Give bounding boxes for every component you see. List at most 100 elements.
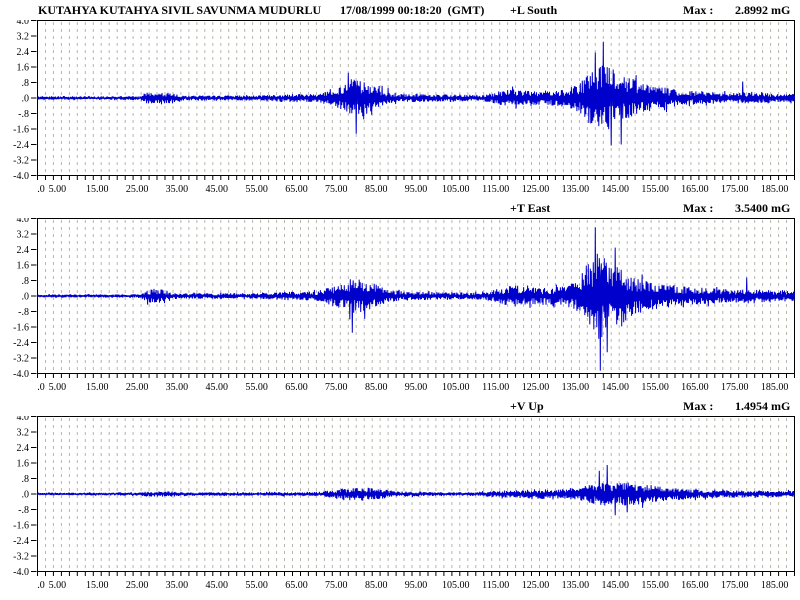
y-tick-label: -2.4 [13, 536, 29, 547]
y-tick-label: -4.0 [13, 567, 29, 578]
x-tick-label: 65.00 [285, 382, 308, 393]
x-origin-label: .0 [37, 382, 45, 393]
x-tick-label: 175.00 [721, 382, 749, 393]
x-tick-label: 15.00 [86, 580, 109, 591]
y-tick-label: -3.2 [13, 156, 29, 167]
panel-header: +V Up Max : 1.4954 mG [0, 396, 800, 414]
y-tick-label: 2.4 [17, 245, 30, 256]
seismogram-panel-v-up: +V Up Max : 1.4954 mG 4.0 3.2 2.4 1.6 .8 .0 -.… [0, 396, 800, 594]
x-tick-label: 145.00 [601, 382, 629, 393]
x-tick-label: 45.00 [206, 382, 229, 393]
x-tick-label: 135.00 [562, 580, 590, 591]
y-tick-label: 1.6 [17, 63, 30, 74]
x-tick-label: 155.00 [641, 184, 669, 195]
y-tick-label: -3.2 [13, 552, 29, 563]
channel-label: +V Up [510, 399, 544, 413]
x-tick-label: 65.00 [285, 580, 308, 591]
x-tick-label: 145.00 [601, 184, 629, 195]
x-tick-label: 75.00 [325, 382, 348, 393]
x-tick-label: 125.00 [522, 382, 550, 393]
y-tick-label: 3.2 [17, 32, 30, 43]
max-value: 2.8992 mG [735, 3, 791, 17]
x-tick-label: 85.00 [365, 382, 388, 393]
x-tick-label: 65.00 [285, 184, 308, 195]
y-tick-label: 3.2 [17, 428, 30, 439]
x-tick-label: 75.00 [325, 184, 348, 195]
panel-header: +T East Max : 3.5400 mG [0, 198, 800, 216]
y-tick-label: .8 [22, 78, 30, 89]
x-tick-label: 95.00 [405, 580, 428, 591]
x-tick-label: 45.00 [206, 184, 229, 195]
y-tick-label: 4.0 [17, 416, 30, 423]
x-tick-label: 115.00 [482, 184, 509, 195]
x-tick-label: 105.00 [442, 184, 470, 195]
y-tick-label: 1.6 [17, 261, 30, 272]
x-tick-label: 95.00 [405, 382, 428, 393]
x-tick-label: 85.00 [365, 184, 388, 195]
y-tick-label: -.8 [18, 307, 29, 318]
x-tick-label: 185.00 [761, 580, 789, 591]
y-tick-label: 1.6 [17, 459, 30, 470]
x-tick-label: 165.00 [681, 580, 709, 591]
waveform-plot-t-east: 4.0 3.2 2.4 1.6 .8 .0 -.8 -1.6 -2.4 -3.2 -4.0 .0 5.0… [13, 218, 795, 393]
seismic-trace [37, 41, 795, 146]
max-value: 1.4954 mG [735, 399, 791, 413]
x-tick-label: 135.00 [562, 184, 590, 195]
x-tick-label: 125.00 [522, 580, 550, 591]
x-tick-label: 165.00 [681, 382, 709, 393]
y-tick-label: .0 [22, 94, 30, 105]
channel-label: +T East [510, 201, 551, 215]
waveform-plot-l-south: 4.0 3.2 2.4 1.6 .8 .0 -.8 -1.6 -2.4 -3.2 -4.0 .0 5.0… [13, 20, 795, 195]
x-tick-label: 5.00 [49, 580, 67, 591]
record-datetime: 17/08/1999 00:18:20 (GMT) [340, 3, 485, 17]
max-label: Max : [683, 201, 714, 215]
max-label: Max : [683, 3, 714, 17]
panel-header: KUTAHYA KUTAHYA SIVIL SAVUNMA MUDURLU 17… [0, 0, 800, 18]
x-tick-label: 185.00 [761, 184, 789, 195]
y-tick-label: -2.4 [13, 338, 29, 349]
y-tick-label: -1.6 [13, 323, 29, 334]
y-tick-label: .0 [22, 292, 30, 303]
x-tick-label: 45.00 [206, 580, 229, 591]
x-tick-label: 35.00 [166, 184, 189, 195]
y-tick-label: -4.0 [13, 171, 29, 182]
max-label: Max : [683, 399, 714, 413]
seismogram-panel-t-east: +T East Max : 3.5400 mG 4.0 3.2 2.4 1.6 .8 .0… [0, 198, 800, 396]
y-tick-label: -4.0 [13, 369, 29, 380]
x-tick-label: 35.00 [166, 382, 189, 393]
x-tick-label: 55.00 [245, 382, 268, 393]
y-tick-label: .0 [22, 490, 30, 501]
y-tick-label: -2.4 [13, 140, 29, 151]
x-tick-label: 85.00 [365, 580, 388, 591]
x-tick-label: 145.00 [601, 580, 629, 591]
x-tick-label: 185.00 [761, 382, 789, 393]
max-value: 3.5400 mG [735, 201, 791, 215]
y-tick-label: 4.0 [17, 20, 30, 27]
y-tick-label: 2.4 [17, 443, 30, 454]
x-tick-label: 115.00 [482, 382, 509, 393]
x-origin-label: .0 [37, 184, 45, 195]
x-tick-label: 155.00 [641, 382, 669, 393]
waveform-plot-v-up: 4.0 3.2 2.4 1.6 .8 .0 -.8 -1.6 -2.4 -3.2 -4.0 .0 5.0… [13, 416, 795, 591]
x-tick-label: 35.00 [166, 580, 189, 591]
x-origin-label: .0 [37, 580, 45, 591]
x-tick-label: 25.00 [126, 580, 149, 591]
x-tick-label: 25.00 [126, 382, 149, 393]
x-tick-label: 165.00 [681, 184, 709, 195]
x-tick-label: 15.00 [86, 382, 109, 393]
x-tick-label: 155.00 [641, 580, 669, 591]
x-tick-label: 25.00 [126, 184, 149, 195]
x-tick-label: 15.00 [86, 184, 109, 195]
x-tick-label: 95.00 [405, 184, 428, 195]
x-tick-label: 175.00 [721, 580, 749, 591]
y-tick-label: 2.4 [17, 47, 30, 58]
channel-label: +L South [510, 3, 558, 17]
seismic-trace [37, 227, 795, 371]
y-tick-label: -1.6 [13, 125, 29, 136]
x-tick-label: 125.00 [522, 184, 550, 195]
x-tick-label: 105.00 [442, 382, 470, 393]
seismic-trace [37, 464, 795, 516]
x-tick-label: 75.00 [325, 580, 348, 591]
x-tick-label: 5.00 [49, 184, 67, 195]
y-tick-label: 3.2 [17, 230, 30, 241]
